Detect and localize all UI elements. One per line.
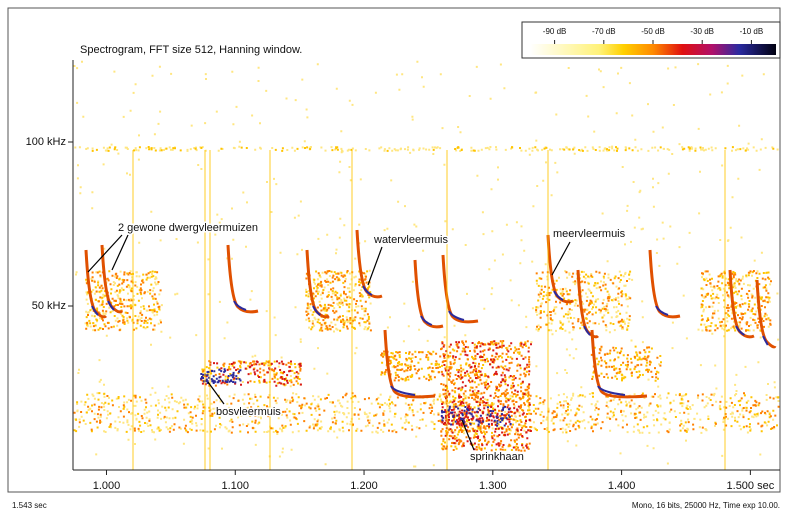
x-tick-label: 1.300 [479, 480, 507, 492]
annotation: sprinkhaan [470, 451, 524, 463]
colorbar-tick-label: -30 dB [690, 27, 714, 36]
annotation-pointer [111, 234, 129, 271]
x-tick-label: 1.100 [221, 480, 249, 492]
spectrogram-texture [73, 146, 780, 451]
x-tick-label: 1.400 [608, 480, 636, 492]
call-trace-core [735, 325, 745, 336]
call-trace-core [312, 305, 321, 316]
annotation-pointer [367, 246, 383, 286]
call-trace [383, 329, 436, 399]
call-trace [226, 244, 259, 314]
x-tick-label: 1.000 [93, 480, 121, 492]
call-trace [413, 259, 444, 329]
colorbar-tick-label: -90 dB [543, 27, 567, 36]
spectrogram-texture [73, 60, 780, 468]
y-tick-label: 100 kHz [26, 136, 66, 148]
annotation: bosvleermuis [216, 406, 281, 418]
call-trace [441, 254, 479, 324]
spectrogram-texture [200, 340, 532, 451]
call-trace-core [420, 315, 433, 326]
call-trace-core [448, 310, 465, 321]
frame [7, 7, 781, 493]
call-trace [648, 249, 681, 319]
x-tick-label: 1.500 sec [727, 480, 775, 492]
call-trace-core [107, 300, 115, 311]
annotation: watervleermuis [373, 234, 448, 246]
annotation-pointer [207, 381, 225, 405]
colorbar-tick-label: -70 dB [592, 27, 616, 36]
colorbar-tick-label: -50 dB [641, 27, 665, 36]
call-trace-core [91, 305, 99, 316]
footer-right: Mono, 16 bits, 25000 Hz, Time exp 10.00. [632, 501, 780, 510]
annotation-pointer [87, 234, 123, 273]
footer-left: 1.543 sec [12, 501, 47, 510]
spectrogram-texture [73, 270, 780, 452]
x-tick-label: 1.200 [350, 480, 378, 492]
call-trace-core [390, 385, 416, 396]
call-trace-core [362, 285, 373, 296]
call-trace-core [553, 290, 564, 301]
chart-title: Spectrogram, FFT size 512, Hanning windo… [80, 44, 302, 56]
colorbar-tick-label: -10 dB [740, 27, 764, 36]
call-trace [590, 329, 648, 399]
annotation: meervleermuis [553, 228, 626, 240]
call-trace-core [762, 335, 769, 346]
call-trace-core [583, 325, 591, 336]
annotation-pointer [551, 241, 571, 276]
annotation: 2 gewone dwergvleermuizen [118, 222, 258, 234]
call-trace-core [233, 300, 247, 311]
colorbar [530, 44, 776, 55]
annotation-pointer [461, 419, 475, 451]
y-tick-label: 50 kHz [32, 300, 66, 312]
call-trace-core [597, 385, 626, 396]
call-trace-core [655, 305, 669, 316]
